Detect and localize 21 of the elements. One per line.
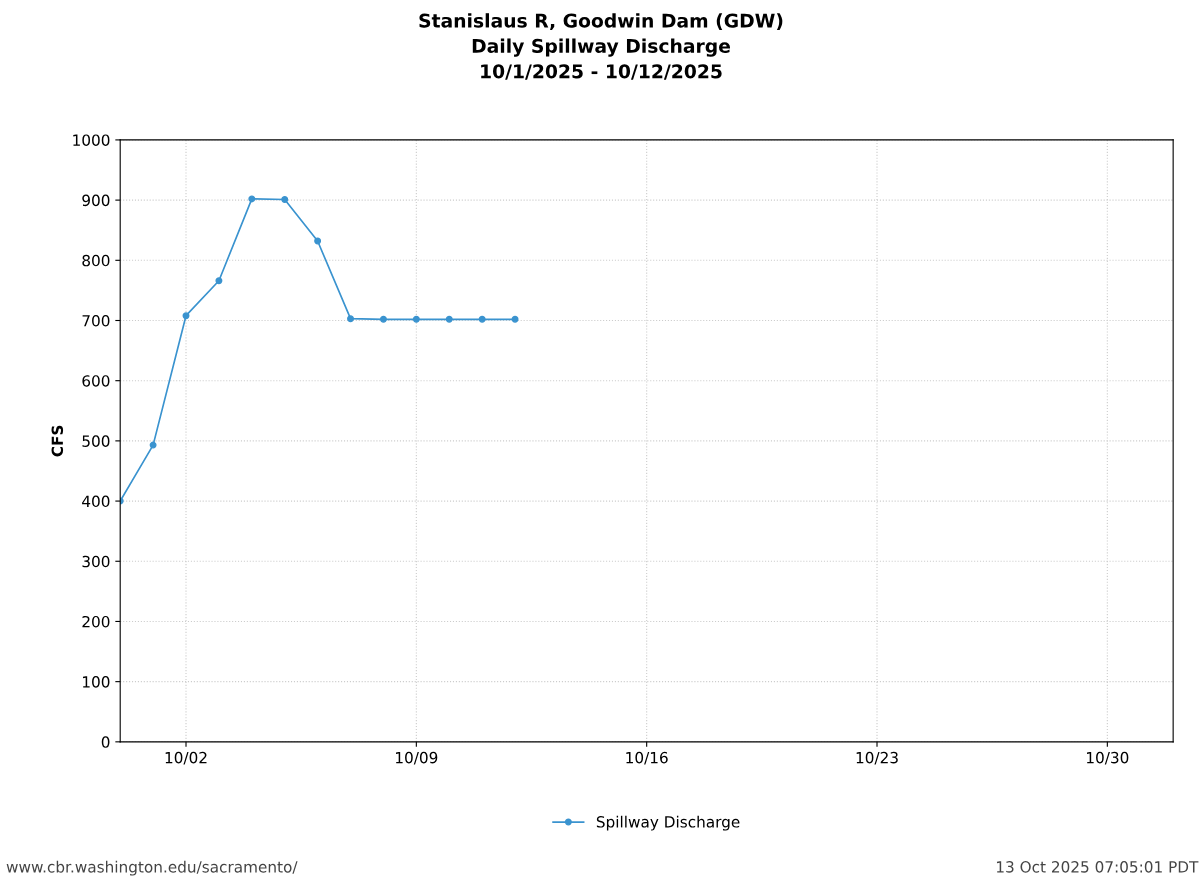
legend-label: Spillway Discharge xyxy=(596,815,740,831)
y-tick-label: 100 xyxy=(82,676,110,688)
y-tick-label: 800 xyxy=(82,254,110,267)
y-tick-label: 700 xyxy=(82,314,110,327)
y-tick-label: 1000 xyxy=(73,134,110,146)
x-tick-label: 10/30 xyxy=(1087,751,1129,765)
y-tick-label: 200 xyxy=(82,615,110,628)
text: www.cbr.washington.edu/sacramento/ xyxy=(6,860,298,876)
chart-title: Stanislaus R, Goodwin Dam (GDW) Daily Spillway Discharge 10/1/2025 - 10/12/2025 xyxy=(419,13,783,80)
x-tick-label: 10/09 xyxy=(396,751,438,765)
x-tick-label: 10/16 xyxy=(626,751,668,765)
y-axis-title: CFS xyxy=(51,425,64,457)
y-tick-label: 400 xyxy=(82,495,110,508)
y-tick-label: 0 xyxy=(101,736,110,748)
y-tick-label: 900 xyxy=(82,194,110,207)
x-tick-label: 10/02 xyxy=(165,751,207,765)
x-tick-label: 10/23 xyxy=(856,751,898,765)
y-tick-label: 600 xyxy=(82,375,110,387)
y-tick-label: 500 xyxy=(82,435,110,447)
y-tick-label: 300 xyxy=(82,555,110,568)
text: 13 Oct 2025 07:05:01 PDT xyxy=(996,861,1199,873)
